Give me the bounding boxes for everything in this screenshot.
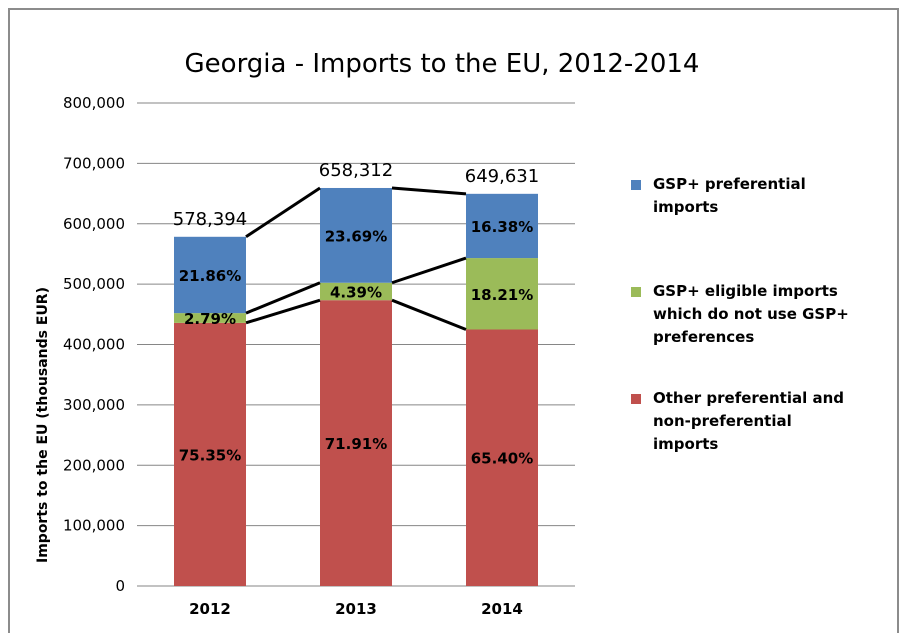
- y-tick-label: 400,000: [63, 336, 125, 354]
- bars: [174, 187, 538, 586]
- x-tick-label: 2013: [335, 600, 377, 618]
- y-tick-label: 700,000: [63, 154, 125, 172]
- x-tick-label: 2012: [189, 600, 231, 618]
- bar-segment: [466, 193, 538, 259]
- y-axis-label: Imports to the EU (thousands EUR): [35, 287, 51, 563]
- segment-label: 16.38%: [471, 218, 533, 236]
- y-axis-ticks: 0 100,000 200,000 300,000 400,000 500,000 600,…: [63, 94, 125, 595]
- total-label: 578,394: [173, 209, 247, 230]
- series-connector-lines: [245, 186, 467, 331]
- legend: GSP+ preferential imports GSP+ eligible im…: [631, 175, 849, 453]
- x-tick-label: 2014: [481, 600, 523, 618]
- legend-label: Other preferential and: [653, 389, 844, 407]
- connector-line: [391, 186, 467, 196]
- bar-segment: [466, 329, 538, 586]
- segment-label: 18.21%: [471, 286, 533, 304]
- chart-frame: Georgia - Imports to the EU, 2012-2014 0…: [8, 8, 899, 633]
- segment-label: 4.39%: [330, 283, 382, 301]
- segment-label: 2.79%: [184, 310, 236, 328]
- y-tick-label: 100,000: [63, 517, 125, 535]
- bar-segment: [174, 322, 246, 586]
- connector-line: [245, 298, 321, 325]
- segment-label: 75.35%: [179, 446, 241, 464]
- connector-line: [245, 281, 321, 315]
- connector-line: [391, 256, 467, 285]
- y-tick-label: 800,000: [63, 94, 125, 112]
- legend-label: GSP+ preferential: [653, 175, 806, 193]
- segment-label: 21.86%: [179, 267, 241, 285]
- legend-swatch: [631, 287, 641, 297]
- total-label: 649,631: [465, 166, 539, 187]
- legend-label: which do not use GSP+: [653, 305, 849, 323]
- connector-line: [245, 186, 321, 239]
- segment-label: 71.91%: [325, 435, 387, 453]
- y-tick-label: 600,000: [63, 215, 125, 233]
- bar-segment: [320, 300, 392, 586]
- segment-label: 65.40%: [471, 450, 533, 468]
- segment-label: 23.69%: [325, 227, 387, 245]
- legend-label: imports: [653, 198, 718, 216]
- total-label: 658,312: [319, 160, 393, 181]
- y-tick-label: 200,000: [63, 456, 125, 474]
- legend-label: imports: [653, 435, 718, 453]
- legend-label: preferences: [653, 328, 754, 346]
- legend-swatch: [631, 180, 641, 190]
- bar-segment: [320, 187, 392, 283]
- chart: Georgia - Imports to the EU, 2012-2014 0…: [35, 49, 849, 618]
- y-tick-label: 300,000: [63, 396, 125, 414]
- x-axis-ticks: 2012 2013 2014: [189, 600, 523, 618]
- bar-segment: [174, 313, 246, 323]
- chart-title: Georgia - Imports to the EU, 2012-2014: [185, 49, 700, 79]
- connector-line: [391, 298, 467, 331]
- legend-swatch: [631, 394, 641, 404]
- bar-segment: [466, 258, 538, 330]
- bar-segment: [174, 236, 246, 314]
- bar-segment: [320, 282, 392, 301]
- y-tick-label: 500,000: [63, 275, 125, 293]
- data-labels: 75.35% 2.79% 21.86% 578,394 71.91% 4.39% 23.69…: [173, 160, 539, 468]
- y-tick-label: 0: [115, 577, 125, 595]
- legend-label: GSP+ eligible imports: [653, 282, 838, 300]
- legend-label: non-preferential: [653, 412, 792, 430]
